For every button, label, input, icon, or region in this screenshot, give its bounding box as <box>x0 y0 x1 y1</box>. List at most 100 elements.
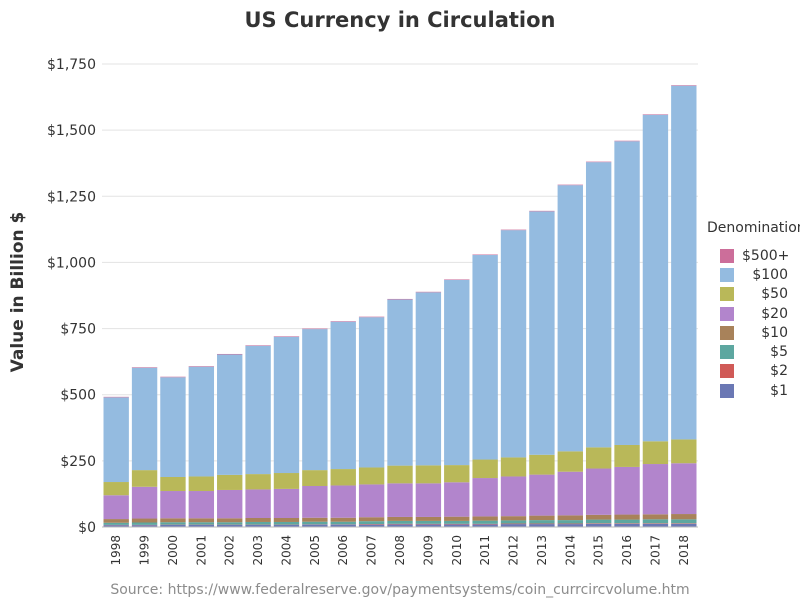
x-tick-label: 2006 <box>336 535 350 566</box>
bar-segment <box>160 476 186 492</box>
bar-segment <box>614 523 640 524</box>
bar-segment <box>557 523 583 525</box>
bar-segment <box>188 491 215 519</box>
bar-segment <box>444 523 470 525</box>
bar-segment <box>444 279 470 466</box>
bar-segment <box>358 316 385 318</box>
legend-item: $2 <box>707 362 800 381</box>
legend-label: $2 <box>770 363 788 380</box>
legend-label: $100 <box>752 266 788 283</box>
legend-label: $50 <box>761 286 788 303</box>
bar-segment <box>557 451 583 472</box>
bar-segment <box>529 210 555 212</box>
bar-segment <box>358 484 385 518</box>
bar-segment <box>557 515 583 521</box>
x-tick-label: 2004 <box>279 535 293 566</box>
bar-segment <box>217 354 243 475</box>
x-tick-label: 2009 <box>421 535 435 566</box>
bar-segment <box>529 524 555 527</box>
bar-segment <box>302 517 328 522</box>
legend: Denomination $500+ $100 $50 $20 $10 $5 $2 $1 <box>707 220 800 400</box>
chart-title: US Currency in Circulation <box>244 8 556 32</box>
y-tick-label: $250 <box>60 454 96 470</box>
bar-segment <box>273 336 300 337</box>
bar-segment <box>472 523 498 525</box>
bar-segment <box>103 525 129 527</box>
y-tick-label: $1,000 <box>47 255 96 271</box>
bar-segment <box>472 516 498 521</box>
bar-segment <box>529 211 555 455</box>
bar-segment <box>642 514 669 520</box>
bar-segment <box>444 482 470 517</box>
bar-segment <box>330 517 356 522</box>
bar-segment <box>302 524 328 527</box>
x-tick-label: 2013 <box>535 535 549 566</box>
x-tick-label: 2014 <box>563 535 577 566</box>
bar-segment <box>529 474 555 516</box>
bar-segment <box>273 473 300 489</box>
bar-segment <box>302 329 328 471</box>
bar-segment <box>415 292 442 466</box>
bar-segment <box>614 519 640 524</box>
bar-segment <box>103 522 129 525</box>
bar-segment <box>302 521 328 525</box>
bar-segment <box>529 454 555 475</box>
bar-segment <box>188 522 215 525</box>
bar-segment <box>585 523 612 527</box>
bar-segment <box>160 524 186 527</box>
bar-segment <box>188 476 215 492</box>
bar-segment <box>245 518 271 522</box>
axes: $0 $250 $500 $750 $1,000 $1,250 $1,500 $1,750 19… <box>47 57 698 566</box>
bar-segment <box>387 298 413 300</box>
legend-label: $1 <box>770 382 788 399</box>
bar-segment <box>472 478 498 517</box>
bars <box>103 85 697 527</box>
bar-segment <box>614 444 640 467</box>
bar-segment <box>302 328 328 330</box>
bar-segment <box>444 516 470 521</box>
x-tick-label: 2003 <box>251 535 265 566</box>
bar-segment <box>529 523 555 525</box>
bar-segment <box>415 523 442 525</box>
bar-segment <box>330 521 356 525</box>
bar-segment <box>245 521 271 525</box>
bar-segment <box>444 524 470 527</box>
bar-segment <box>387 465 413 484</box>
x-tick-label: 1999 <box>138 535 152 566</box>
bar-segment <box>614 140 640 142</box>
bar-segment <box>472 459 498 479</box>
x-tick-label: 2001 <box>194 535 208 566</box>
bar-segment <box>330 321 356 322</box>
x-tick-label: 2017 <box>648 535 662 566</box>
bar-segment <box>557 184 583 186</box>
bar-segment <box>500 457 527 477</box>
bar-segment <box>642 523 669 524</box>
bar-segment <box>529 520 555 524</box>
bar-segment <box>217 474 243 490</box>
bar-segment <box>131 470 158 487</box>
legend-label: $500+ <box>742 247 790 264</box>
bar-segment <box>188 366 215 367</box>
y-tick-label: $1,750 <box>47 57 96 73</box>
bar-segment <box>585 514 612 520</box>
bar-segment <box>103 495 129 520</box>
x-tick-label: 2011 <box>478 535 492 566</box>
x-tick-label: 2012 <box>507 535 521 566</box>
bar-segment <box>671 523 697 527</box>
bar-segment <box>131 486 158 519</box>
legend-label: $10 <box>761 324 788 341</box>
bar-segment <box>671 519 697 524</box>
x-tick-label: 2010 <box>450 535 464 566</box>
bar-segment <box>131 522 158 525</box>
y-tick-label: $1,250 <box>47 189 96 205</box>
bar-segment <box>415 465 442 484</box>
bar-segment <box>671 514 697 520</box>
legend-item: $5 <box>707 342 800 361</box>
bar-segment <box>500 520 527 524</box>
bar-segment <box>358 317 385 468</box>
bar-segment <box>642 523 669 527</box>
x-tick-label: 2005 <box>308 535 322 566</box>
bar-segment <box>273 518 300 522</box>
bar-segment <box>500 230 527 458</box>
